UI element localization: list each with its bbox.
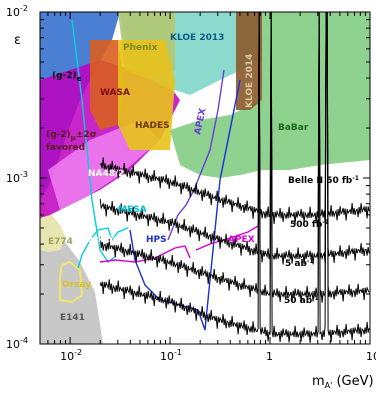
label-darklight: DarkLight: [80, 235, 131, 245]
belle-curve-2: [99, 12, 370, 303]
label-wasa: WASA: [100, 88, 130, 98]
region-kloe2014: [236, 12, 262, 110]
region-hades: [118, 40, 175, 150]
region-orsay: [59, 260, 84, 304]
y-tick-label: 10-3: [6, 170, 28, 185]
y-axis-label: ε: [14, 33, 21, 48]
x-tick-label: 10: [366, 350, 376, 363]
belle-curve-1: [99, 12, 370, 265]
label-belle500: 500 fb-1: [290, 219, 329, 230]
label-belle50ab: 50 ab-1: [284, 295, 319, 306]
label-babar: BaBar: [278, 123, 309, 133]
label-orsay: Orsay: [62, 280, 91, 290]
label-g2mu: (g-2)μ±2σ: [46, 130, 97, 142]
label-kloe2013: KLOE 2013: [170, 33, 224, 43]
label-mesa: MESA: [118, 205, 147, 215]
belle-curve-0: [99, 12, 370, 225]
curve-darklight: [77, 227, 129, 269]
region-wasa: [90, 40, 125, 130]
x-tick-label: 10-2: [60, 348, 82, 363]
curve-vepp3: [99, 245, 191, 263]
label-e774: E774: [48, 237, 73, 247]
belle-curve-3: [99, 12, 370, 343]
label-belle5: 5 ab-1: [285, 258, 314, 269]
curve-apex-bottom: [195, 225, 259, 251]
x-tick-label: 1: [266, 350, 273, 363]
label-apex-bottom: APEX: [228, 235, 255, 245]
y-tick-label: 10-4: [6, 336, 28, 351]
label-g2mu-favored: favored: [46, 143, 85, 153]
axis-ticks: 10-4 10-3 10-2 10-2 10-1 1 10: [6, 4, 376, 363]
y-tick-label: 10-2: [6, 4, 28, 19]
label-g2e: (g-2)e: [52, 71, 82, 83]
label-e141: E141: [60, 313, 85, 323]
label-phenix: Phenix: [123, 43, 158, 53]
label-belle50: Belle II 50 fb-1: [288, 175, 359, 186]
label-kloe2014: KLOE 2014: [245, 54, 255, 108]
label-hades: HADES: [135, 121, 170, 131]
x-axis-label: mA' (GeV): [312, 374, 374, 390]
x-tick-label: 10-1: [160, 348, 182, 363]
label-na48: NA48/2: [88, 169, 125, 179]
label-hps: HPS: [146, 235, 167, 245]
